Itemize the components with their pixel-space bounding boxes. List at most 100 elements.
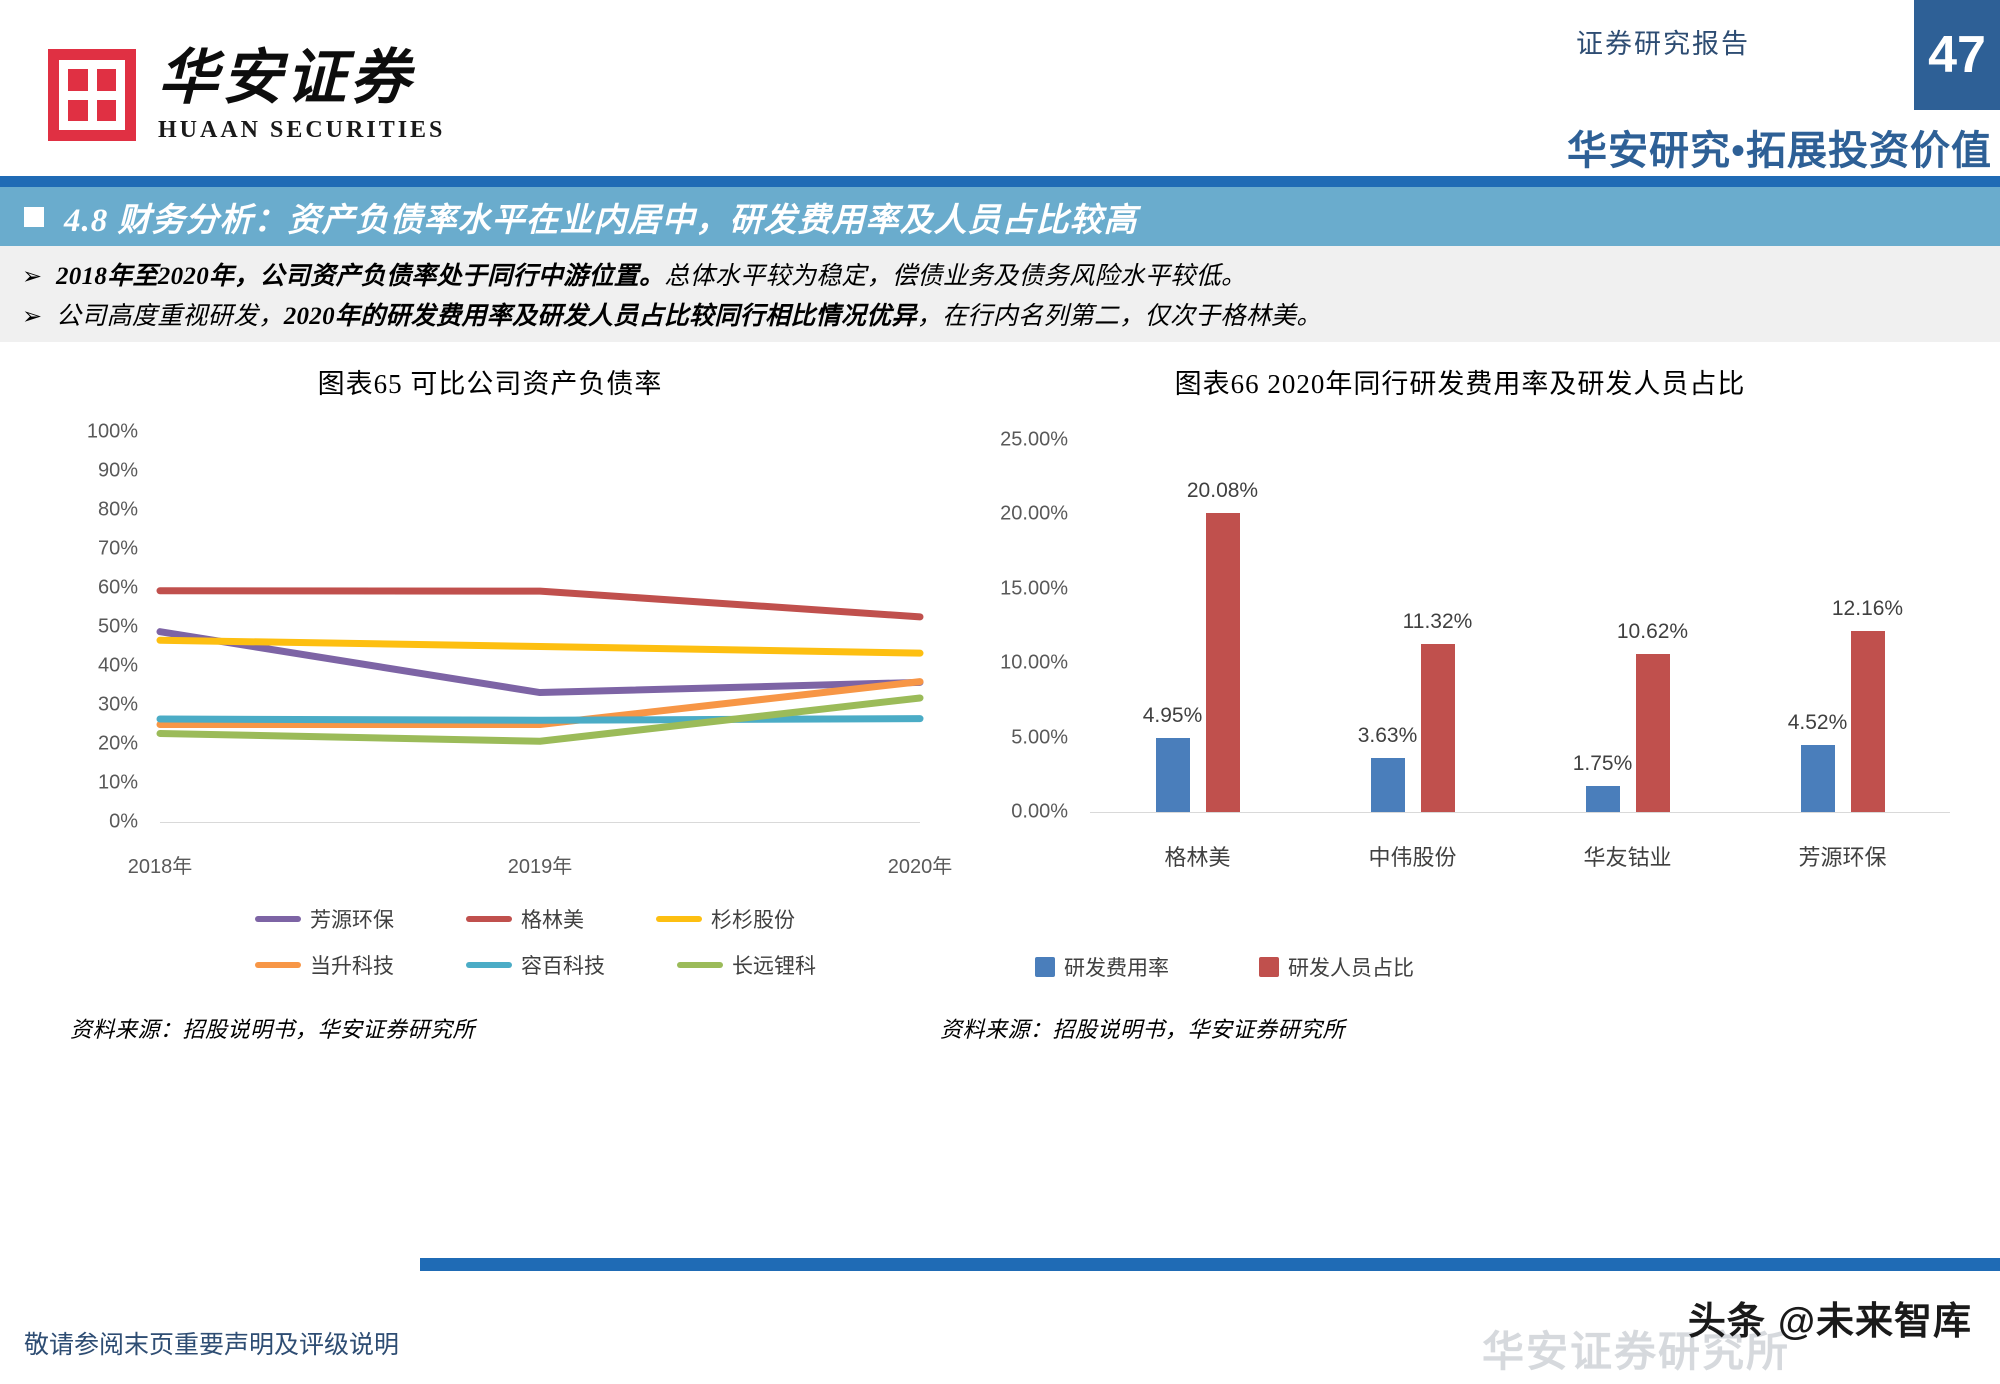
rd-expense-bar-chart: 0.00% 5.00% 10.00% 15.00% 20.00% 25.00% 4.95% 2… — [940, 422, 1980, 892]
bar-value-label: 3.63% — [1357, 723, 1418, 747]
bar-研发费用率-格林美 — [1155, 738, 1190, 812]
y-axis-tick-label: 20.00% — [1000, 502, 1068, 525]
bar-研发费用率-芳源环保 — [1800, 744, 1835, 812]
x-axis-category-label: 华友钴业 — [1583, 845, 1672, 870]
legend-label: 当升科技 — [310, 955, 394, 978]
bar-研发费用率-华友钴业 — [1585, 785, 1620, 812]
x-axis-category-label: 芳源环保 — [1798, 845, 1887, 870]
y-axis-tick-label: 70% — [97, 537, 138, 560]
y-axis-tick-label: 15.00% — [1000, 577, 1068, 600]
footer-disclaimer: 敬请参阅末页重要声明及评级说明 — [24, 1332, 400, 1359]
left-chart-panel: 图表65 可比公司资产负债率 0% 10% 20% 30% 40% 50% 60% 70% 80… — [40, 352, 952, 1042]
bar-研发人员占比-华友钴业 — [1635, 653, 1670, 812]
legend-item-容百科技[interactable]: 容百科技 — [466, 950, 605, 980]
left-source-note: 资料来源：招股说明书，华安证券研究所 — [70, 1017, 476, 1042]
y-axis-tick-label: 10% — [97, 771, 138, 794]
line-chart-legend-row-2: 当升科技 容百科技 长远锂科 — [255, 950, 816, 980]
line-chart-legend-row-1: 芳源环保 格林美 杉杉股份 — [255, 904, 795, 934]
y-axis-tick-label: 40% — [97, 654, 138, 677]
legend-color-swatch — [255, 962, 301, 968]
bullet-item: ➢ 2018年至2020年，公司资产负债率处于同行中游位置。总体水平较为稳定，偿… — [22, 256, 1970, 292]
bar-研发人员占比-中伟股份 — [1420, 643, 1455, 812]
bar-value-label: 12.16% — [1831, 597, 1904, 621]
watermark: 头条 @未来智库 — [1688, 1290, 1972, 1345]
legend-color-swatch — [1035, 957, 1055, 977]
y-axis-tick-label: 100% — [86, 420, 138, 443]
y-axis-tick-label: 20% — [97, 732, 138, 755]
right-source-note: 资料来源：招股说明书，华安证券研究所 — [940, 1017, 1346, 1042]
logo-company-name-cn: 华安证券 — [158, 45, 414, 111]
x-axis-tick-label: 2018年 — [127, 856, 193, 878]
legend-color-swatch — [1259, 957, 1279, 977]
legend-item-长远锂科[interactable]: 长远锂科 — [677, 950, 816, 980]
legend-item-芳源环保[interactable]: 芳源环保 — [255, 904, 394, 934]
legend-item-杉杉股份[interactable]: 杉杉股份 — [656, 904, 795, 934]
line-series-canvas — [156, 587, 924, 745]
legend-color-swatch — [255, 916, 301, 922]
toutiao-icon: 头条 — [1687, 1301, 1766, 1343]
bar-研发费用率-中伟股份 — [1370, 757, 1405, 812]
bullet-lead-text: 公司高度重视研发， — [56, 303, 284, 330]
y-axis-tick-label: 60% — [97, 576, 138, 599]
bullet-bold-text: 2020年的研发费用率及研发人员占比较同行相比情况优异 — [283, 303, 917, 330]
bullet-rest-text: 总体水平较为稳定，偿债业务及债务风险水平较低。 — [664, 263, 1247, 290]
y-axis-tick-label: 80% — [97, 498, 138, 521]
asset-liability-line-chart: 0% 10% 20% 30% 40% 50% 60% 70% 80% 90% 100% 2018年 20… — [40, 420, 952, 882]
footer-accent-bar — [420, 1258, 2000, 1271]
legend-item-研发人员占比[interactable]: 研发人员占比 — [1259, 952, 1414, 982]
bar-研发人员占比-芳源环保 — [1850, 631, 1885, 812]
x-axis-line — [160, 822, 920, 823]
arrow-bullet-icon: ➢ — [22, 262, 43, 290]
page-number-badge: 47 — [1914, 0, 2000, 110]
legend-item-研发费用率[interactable]: 研发费用率 — [1035, 952, 1169, 982]
y-axis-tick-label: 90% — [97, 459, 138, 482]
bar-研发人员占比-格林美 — [1205, 513, 1240, 812]
legend-label: 格林美 — [521, 909, 584, 932]
bullet-text: 2018年至2020年，公司资产负债率处于同行中游位置。总体水平较为稳定，偿债业… — [56, 256, 1246, 292]
x-axis-tick-label: 2019年 — [507, 856, 573, 878]
legend-label: 芳源环保 — [310, 909, 394, 932]
y-axis-tick-label: 0% — [109, 810, 138, 833]
section-title-text: 4.8 财务分析：资产负债率水平在业内居中，研发费用率及人员占比较高 — [64, 202, 1138, 239]
logo-company-name-en: HUAAN SECURITIES — [158, 117, 446, 143]
legend-item-格林美[interactable]: 格林美 — [466, 904, 584, 934]
right-chart-panel: 图表66 2020年同行研发费用率及研发人员占比 0.00% 5.00% 10.00… — [940, 352, 1980, 1042]
line-series-长远锂科 — [156, 694, 924, 745]
y-axis-tick-label: 10.00% — [1000, 651, 1068, 674]
legend-color-swatch — [466, 962, 512, 968]
line-series-杉杉股份 — [156, 636, 924, 657]
x-axis-tick-label: 2020年 — [887, 856, 953, 878]
legend-color-swatch — [656, 916, 702, 922]
bullet-item: ➢ 公司高度重视研发，2020年的研发费用率及研发人员占比较同行相比情况优异，在… — [22, 296, 1970, 332]
y-axis-tick-label: 25.00% — [1000, 428, 1068, 451]
bar-value-label: 1.75% — [1572, 751, 1633, 775]
watermark-text: @未来智库 — [1777, 1301, 1972, 1343]
line-series-容百科技 — [156, 715, 924, 724]
bullet-rest-text: ，在行内名列第二，仅次于格林美。 — [916, 303, 1322, 330]
legend-label: 杉杉股份 — [711, 909, 795, 932]
legend-color-swatch — [466, 916, 512, 922]
brand-slogan: 华安研究•拓展投资价值 — [1566, 128, 1992, 173]
left-figure-title: 图表65 可比公司资产负债率 — [317, 369, 663, 399]
watermark-ghost-text: 华安证券研究所 — [1481, 1330, 1790, 1376]
y-axis-tick-label: 50% — [97, 615, 138, 638]
right-figure-title: 图表66 2020年同行研发费用率及研发人员占比 — [1174, 369, 1746, 399]
bar-value-label: 4.52% — [1787, 710, 1848, 734]
line-series-当升科技 — [156, 678, 924, 728]
legend-color-swatch — [677, 962, 723, 968]
y-axis-tick-label: 30% — [97, 693, 138, 716]
legend-label: 长远锂科 — [732, 955, 816, 978]
legend-item-当升科技[interactable]: 当升科技 — [255, 950, 394, 980]
line-series-格林美 — [156, 587, 924, 621]
bullet-text: 公司高度重视研发，2020年的研发费用率及研发人员占比较同行相比情况优异，在行内… — [56, 296, 1322, 332]
y-axis-tick-label: 5.00% — [1011, 726, 1068, 749]
section-title-bar: 4.8 财务分析：资产负债率水平在业内居中，研发费用率及人员占比较高 — [0, 187, 2000, 246]
x-axis-category-label: 格林美 — [1164, 845, 1231, 870]
bullet-bold-text: 2018年至2020年，公司资产负债率处于同行中游位置。 — [56, 263, 665, 290]
bar-value-label: 4.95% — [1142, 704, 1203, 728]
bar-value-label: 10.62% — [1616, 619, 1689, 643]
company-logo: 华安证券 HUAAN SECURITIES — [48, 48, 445, 142]
bar-value-label: 20.08% — [1186, 479, 1259, 503]
bar-value-label: 11.32% — [1402, 609, 1473, 633]
legend-label: 研发费用率 — [1064, 957, 1169, 980]
